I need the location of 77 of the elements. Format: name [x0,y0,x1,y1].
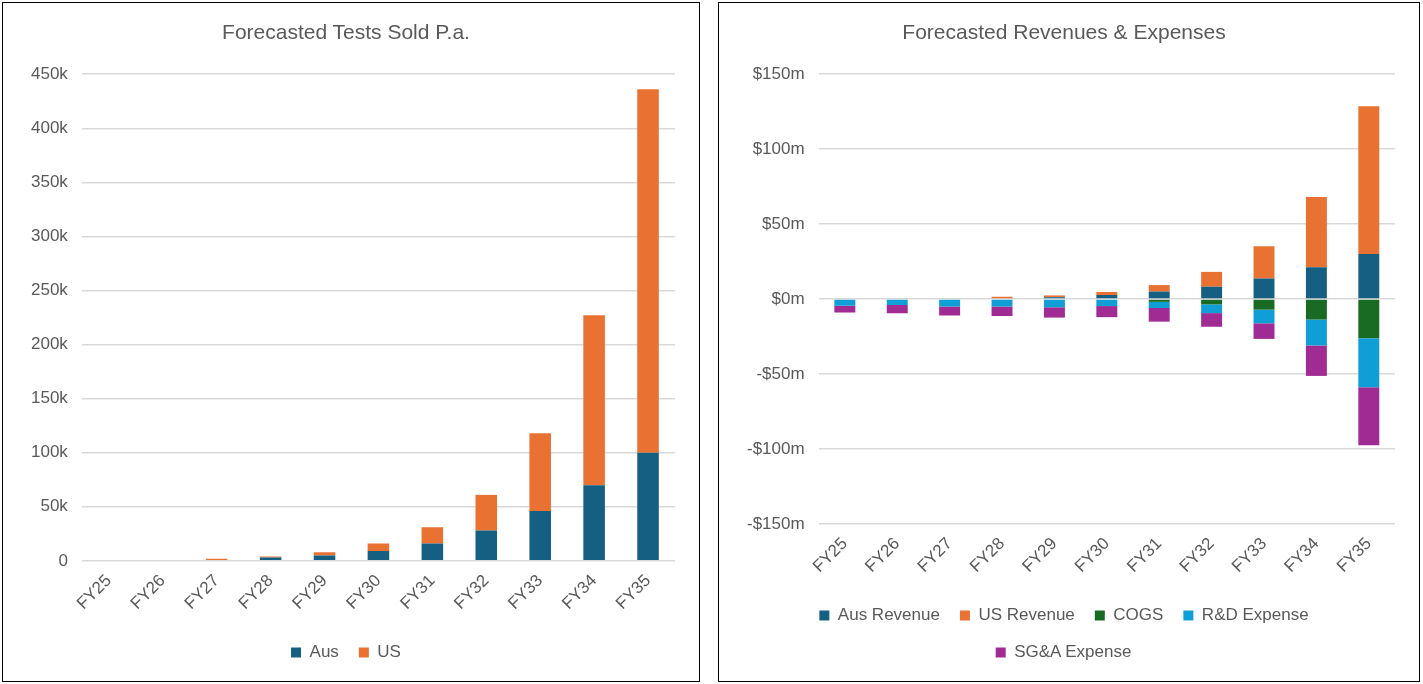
bar [991,306,1013,316]
y-tick-label: $150m [752,63,805,83]
bar [1148,301,1170,309]
bar [834,305,856,313]
bar [1201,304,1223,314]
chart-title: Forecasted Revenues & Expenses [902,20,1226,44]
bar [834,299,856,306]
bar [1043,307,1065,318]
y-tick-label: $100m [752,138,805,158]
bar [939,306,961,316]
y-tick-label: $0m [771,288,805,308]
legend-label: US Revenue [978,605,1075,625]
bar [1253,299,1275,310]
bar [1305,319,1327,346]
bar [886,305,908,314]
y-tick-label: 150k [30,388,69,408]
bar [1305,196,1327,268]
bar [367,551,390,561]
legend-label: Aus Revenue [837,605,940,625]
bar [1201,271,1223,287]
y-tick-label: 0 [58,550,68,570]
bar [1358,254,1380,299]
bar [1253,323,1275,339]
y-tick-label: 300k [30,226,69,246]
y-tick-label: $50m [762,213,805,233]
bar [583,315,605,486]
y-tick-label: -$100m [747,438,805,458]
bar [529,511,551,561]
bar [1148,299,1170,302]
y-tick-label: 200k [30,334,69,354]
y-tick-label: 100k [30,442,69,462]
bar [637,452,659,561]
legend-label: COGS [1113,605,1164,625]
bar [939,299,961,307]
chart-title: Forecasted Tests Sold P.a. [222,20,470,44]
bar [1253,246,1275,279]
bar [313,555,336,561]
y-tick-label: 50k [40,496,69,516]
bar [1096,291,1118,295]
bar [1305,299,1327,320]
bar [529,433,551,512]
bar [1096,299,1118,307]
legend-label: Aus [309,642,339,662]
bar [421,527,444,544]
bar [1305,267,1327,299]
bar [475,494,498,531]
bar [637,89,659,453]
bar [1358,387,1380,446]
legend-label: US [377,642,401,662]
legend-label: SG&A Expense [1014,642,1132,662]
y-tick-label: 350k [30,172,69,192]
bar [1096,294,1118,299]
bar [1201,286,1223,299]
y-tick-label: -$150m [747,513,805,533]
bar [583,485,605,561]
bar [1358,338,1380,388]
bar [367,543,390,552]
y-tick-label: 400k [30,117,69,137]
y-tick-label: 450k [30,63,69,83]
bar [313,552,336,556]
legend-label: R&D Expense [1201,605,1309,625]
bar [886,299,908,306]
bar [1096,306,1118,318]
bar [1148,285,1170,292]
y-tick-label: -$50m [756,363,805,383]
bar [1043,299,1065,308]
bar [1305,345,1327,376]
bar [1253,309,1275,324]
bar [991,299,1013,307]
bar [475,530,498,561]
bar [1148,308,1170,322]
bar [1201,313,1223,327]
bar [1358,299,1380,339]
bar [1253,278,1275,299]
bar [421,543,444,561]
y-tick-label: 250k [30,280,69,300]
bar [1358,106,1380,255]
